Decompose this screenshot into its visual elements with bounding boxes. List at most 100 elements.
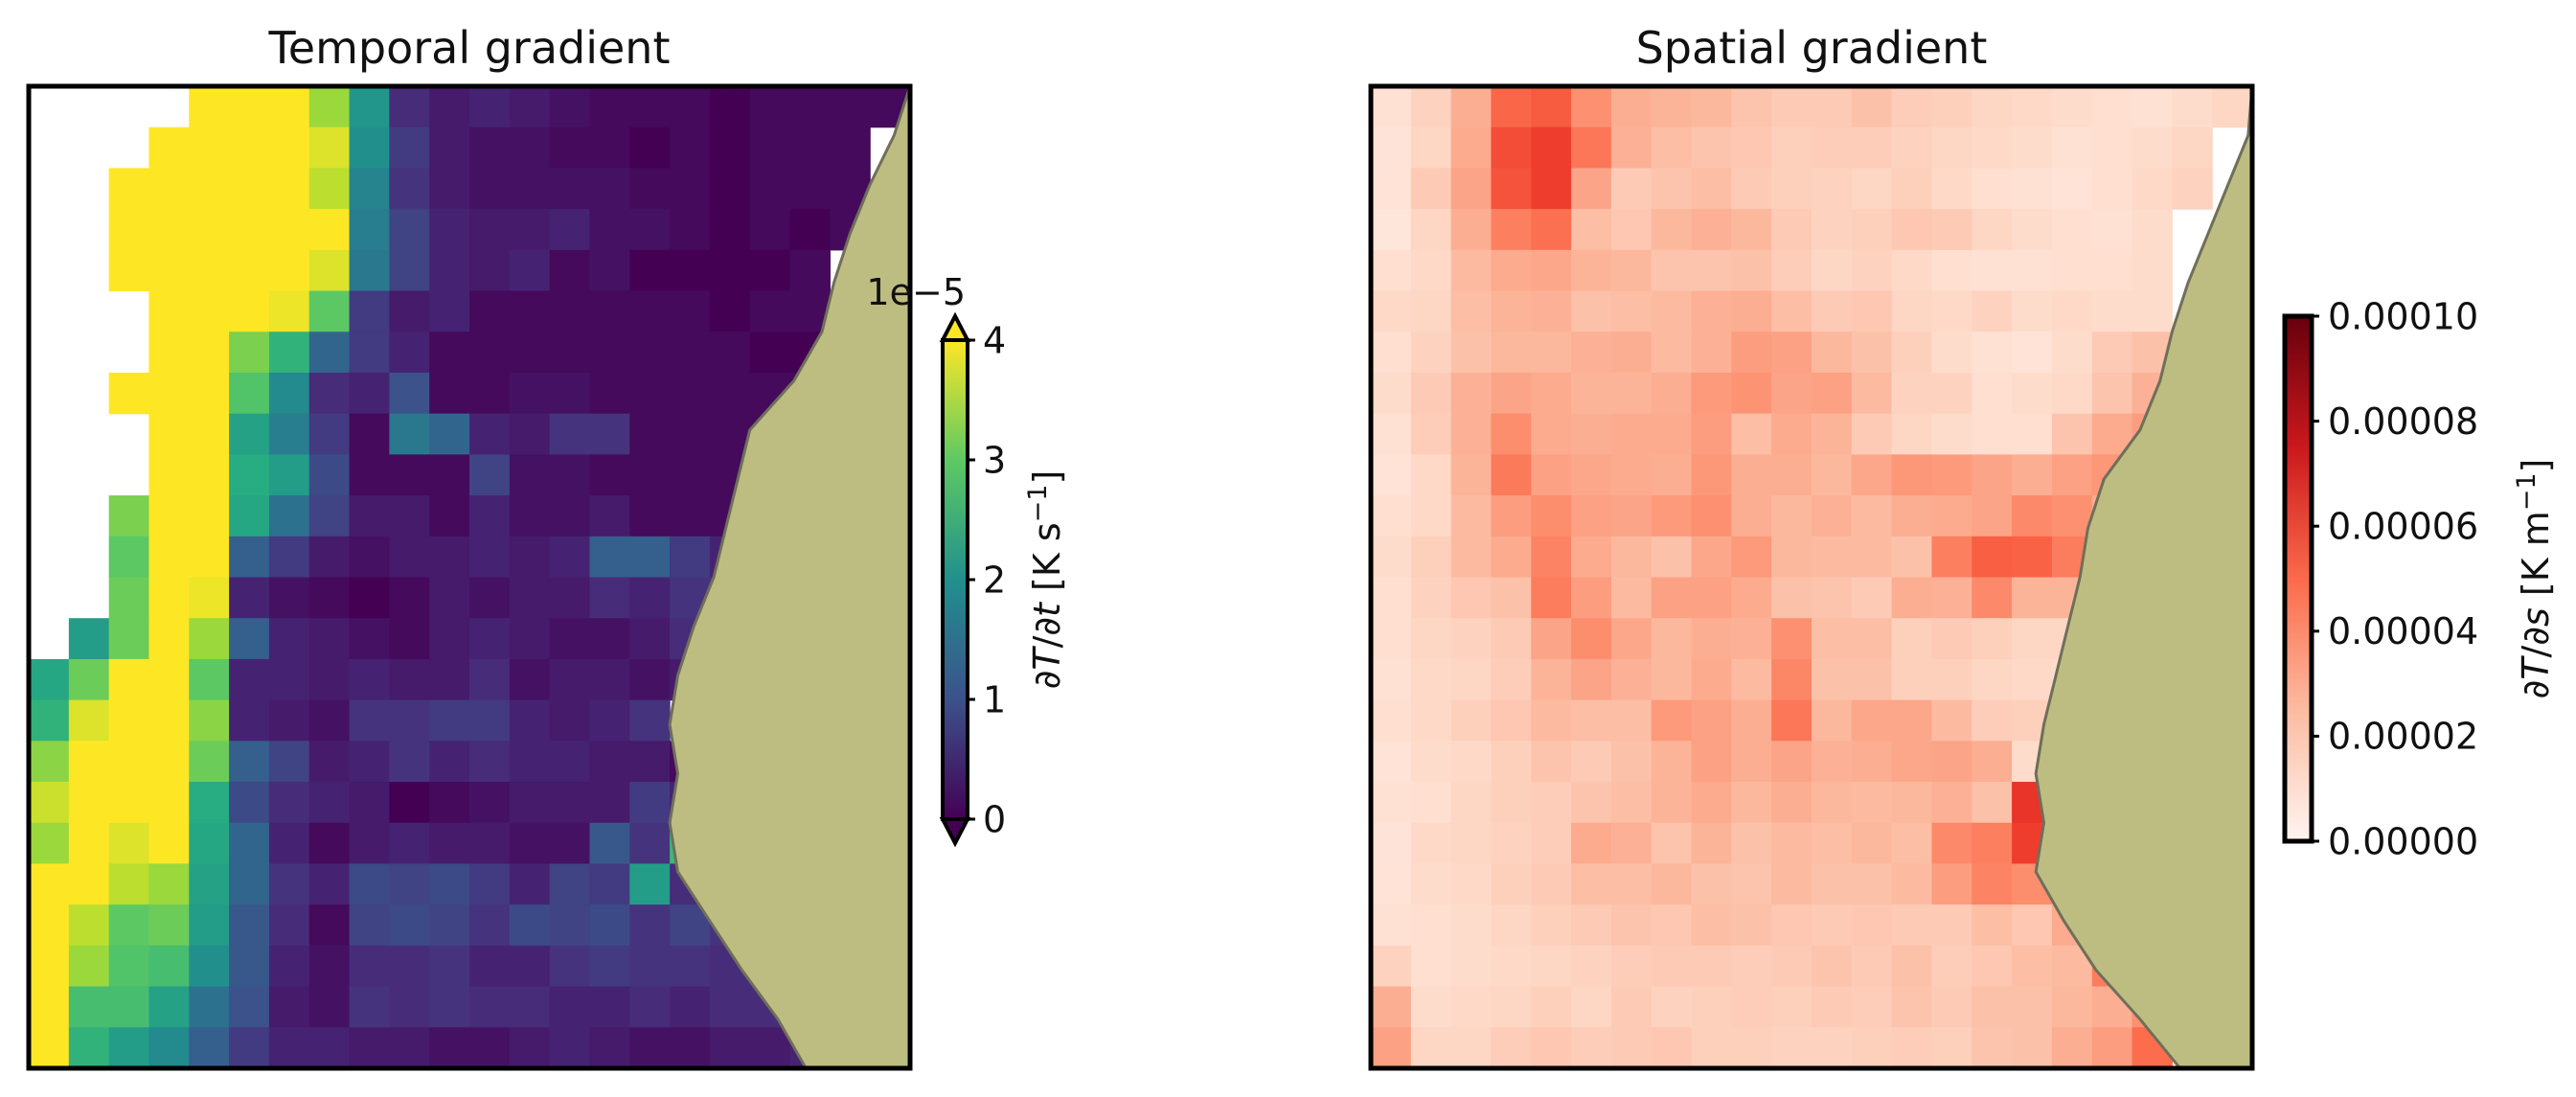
panel2-title: Spatial gradient	[1636, 22, 1988, 74]
heatmap-cell	[1450, 454, 1493, 496]
heatmap-cell	[749, 249, 791, 292]
heatmap-cell	[589, 986, 630, 1028]
heatmap-cell	[1371, 577, 1412, 619]
heatmap-cell	[148, 290, 190, 332]
heatmap-cell	[148, 495, 190, 537]
heatmap-cell	[1571, 904, 1612, 947]
heatmap-cell	[1731, 249, 1772, 292]
heatmap-cell	[629, 577, 671, 619]
heatmap-cell	[1931, 1027, 1972, 1068]
heatmap-cell	[108, 741, 150, 783]
heatmap-cell	[389, 577, 430, 619]
heatmap-cell	[509, 945, 551, 988]
panel1-colorbar-min-extend	[939, 817, 971, 848]
heatmap-cell	[429, 904, 470, 947]
heatmap-cell	[189, 1027, 230, 1068]
heatmap-cell	[308, 822, 351, 865]
heatmap-cell	[549, 986, 591, 1028]
heatmap-cell	[308, 945, 351, 988]
heatmap-cell	[189, 209, 230, 251]
heatmap-cell	[1931, 904, 1972, 947]
heatmap-cell	[469, 536, 511, 579]
heatmap-cell	[308, 168, 351, 210]
heatmap-cell	[229, 986, 270, 1028]
heatmap-cell	[268, 454, 310, 496]
heatmap-cell	[1972, 86, 2013, 128]
heatmap-cell	[1571, 658, 1612, 701]
heatmap-cell	[629, 822, 671, 865]
heatmap-cell	[1731, 618, 1772, 660]
heatmap-cell	[1851, 577, 1893, 619]
heatmap-cell	[1410, 904, 1452, 947]
panel2-frame	[1368, 83, 2255, 1071]
heatmap-cell	[2131, 86, 2173, 128]
heatmap-cell	[429, 536, 470, 579]
heatmap-cell	[189, 86, 230, 128]
heatmap-cell	[1410, 454, 1452, 496]
heatmap-cell	[1491, 945, 1532, 988]
heatmap-cell	[1771, 495, 1812, 537]
heatmap-cell	[148, 249, 190, 292]
heatmap-cell	[108, 372, 150, 415]
heatmap-cell	[469, 699, 511, 742]
heatmap-cell	[1972, 945, 2013, 988]
heatmap-cell	[1491, 454, 1532, 496]
heatmap-cell	[1651, 618, 1693, 660]
heatmap-cell	[1972, 782, 2013, 824]
heatmap-cell	[709, 413, 751, 455]
heatmap-cell	[1851, 249, 1893, 292]
heatmap-cell	[308, 126, 351, 170]
heatmap-cell	[268, 863, 310, 905]
heatmap-cell	[29, 904, 70, 947]
heatmap-cell	[1450, 413, 1493, 455]
heatmap-cell	[1371, 1027, 1412, 1068]
heatmap-cell	[1972, 126, 2013, 170]
heatmap-cell	[1610, 618, 1653, 660]
heatmap-cell	[268, 741, 310, 783]
heatmap-cell	[1731, 945, 1772, 988]
heatmap-cell	[509, 413, 551, 455]
heatmap-cell	[1450, 658, 1493, 701]
panel2-colorbar-ticks: 0.00000 0.00002 0.00004 0.00006 0.00008 0.000…	[2312, 295, 2478, 862]
heatmap-cell	[1931, 577, 1972, 619]
heatmap-cell	[1771, 536, 1812, 579]
heatmap-cell	[549, 618, 591, 660]
heatmap-cell	[1771, 454, 1812, 496]
heatmap-cell	[1891, 741, 1933, 783]
panel1-title: Temporal gradient	[267, 22, 670, 74]
heatmap-cell	[1891, 209, 1933, 251]
heatmap-cell	[2012, 249, 2053, 292]
heatmap-cell	[589, 413, 630, 455]
heatmap-cell	[29, 863, 70, 905]
heatmap-cell	[1691, 618, 1732, 660]
heatmap-cell	[1851, 209, 1893, 251]
heatmap-cell	[2012, 413, 2053, 455]
heatmap-cell	[68, 1027, 110, 1068]
heatmap-cell	[1972, 249, 2013, 292]
heatmap-cell	[29, 782, 70, 824]
heatmap-cell	[589, 331, 630, 374]
heatmap-cell	[629, 741, 671, 783]
heatmap-cell	[389, 495, 430, 537]
heatmap-cell	[1651, 945, 1693, 988]
heatmap-cell	[1531, 454, 1572, 496]
heatmap-cell	[1972, 536, 2013, 579]
heatmap-cell	[1610, 495, 1653, 537]
heatmap-cell	[349, 863, 390, 905]
heatmap-cell	[1812, 782, 1853, 824]
heatmap-cell	[1771, 331, 1812, 374]
heatmap-cell	[1851, 822, 1893, 865]
heatmap-cell	[68, 822, 110, 865]
heatmap-cell	[629, 536, 671, 579]
heatmap-cell	[469, 618, 511, 660]
heatmap-cell	[1450, 782, 1493, 824]
heatmap-cell	[589, 1027, 630, 1068]
heatmap-cell	[29, 1027, 70, 1068]
heatmap-cell	[349, 454, 390, 496]
heatmap-cell	[509, 822, 551, 865]
heatmap-cell	[308, 577, 351, 619]
heatmap-cell	[1931, 168, 1972, 210]
heatmap-cell	[1972, 699, 2013, 742]
heatmap-cell	[229, 331, 270, 374]
heatmap-cell	[1972, 331, 2013, 374]
